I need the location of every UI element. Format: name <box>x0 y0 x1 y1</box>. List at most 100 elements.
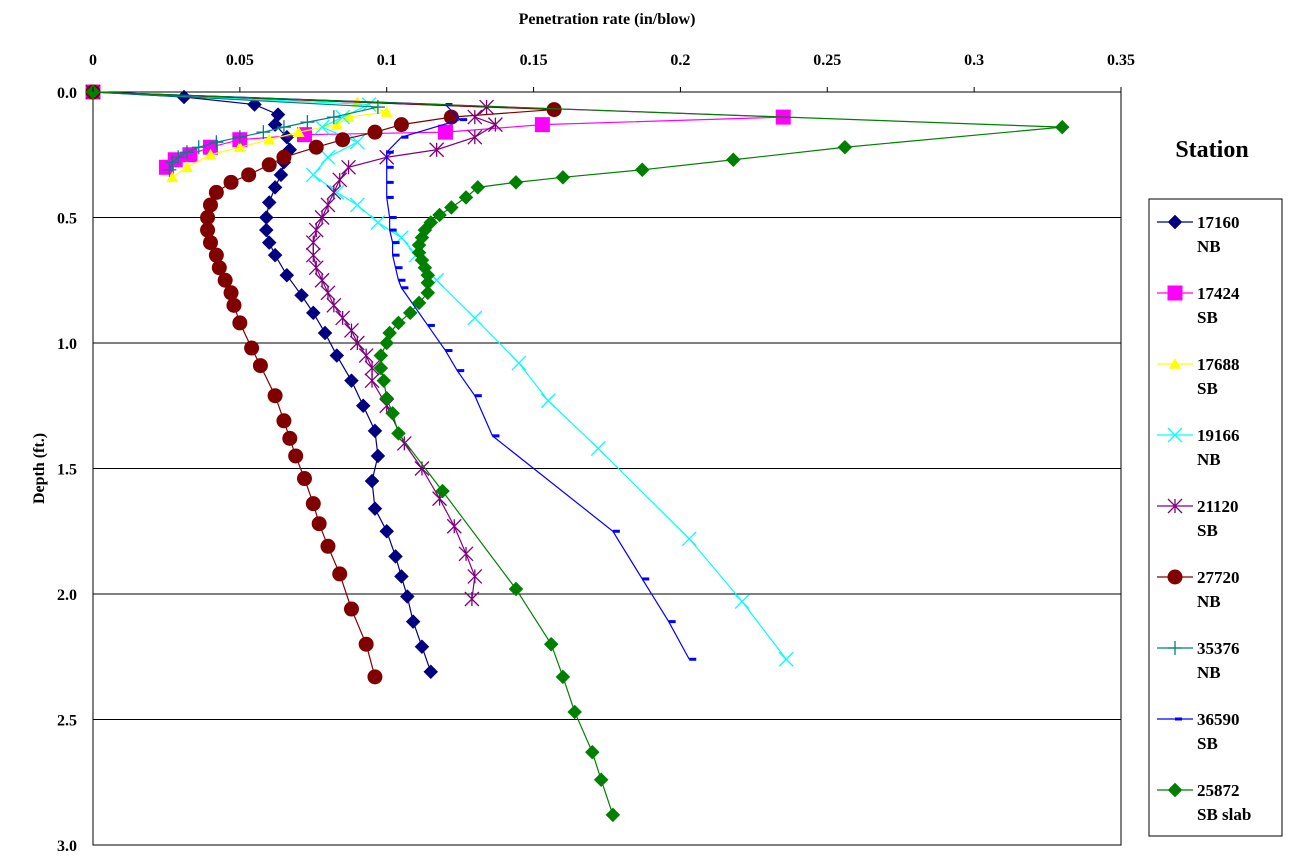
data-point <box>1054 119 1070 135</box>
series-line <box>92 91 497 600</box>
legend-label: SB slab <box>1197 805 1251 824</box>
data-point <box>370 215 386 230</box>
data-point <box>330 118 343 130</box>
data-point <box>326 184 342 200</box>
data-point <box>508 175 524 190</box>
x-tick-label: 0.1 <box>377 52 397 69</box>
data-point <box>373 348 389 363</box>
series-line <box>92 91 787 660</box>
legend-marker <box>1175 717 1182 721</box>
grid <box>93 91 1121 846</box>
data-point <box>223 285 239 301</box>
data-point <box>437 124 453 140</box>
data-point <box>386 180 394 184</box>
data-point <box>314 272 330 288</box>
data-point <box>681 531 697 547</box>
data-point <box>349 335 365 351</box>
data-point <box>405 614 421 629</box>
data-point <box>379 335 395 351</box>
data-point <box>429 142 445 158</box>
series-line <box>92 91 379 171</box>
data-point <box>467 129 483 145</box>
data-point <box>420 285 436 301</box>
data-point <box>320 149 336 165</box>
data-point <box>470 180 486 195</box>
data-point <box>349 197 365 213</box>
series-27720-nb <box>85 84 562 685</box>
data-point <box>386 150 394 154</box>
legend-label: 17160 <box>1197 213 1240 232</box>
data-point <box>508 581 524 597</box>
data-point <box>458 546 474 562</box>
data-point <box>267 388 283 404</box>
x-tick-label: 0.25 <box>813 52 841 69</box>
data-point <box>487 117 503 133</box>
data-point <box>511 355 527 371</box>
data-point <box>358 348 374 364</box>
legend-label: SB <box>1197 308 1218 327</box>
data-point <box>317 325 333 341</box>
legend-title: Station <box>1175 137 1248 163</box>
data-point <box>179 145 194 160</box>
data-point <box>200 222 216 238</box>
legend-marker <box>1167 427 1183 443</box>
legend-marker <box>1169 358 1181 369</box>
data-point <box>332 566 348 582</box>
y-tick-label: 0.5 <box>57 211 77 228</box>
data-point <box>200 210 216 225</box>
data-point <box>329 348 345 363</box>
series-line <box>92 91 555 677</box>
legend-item: 19166 NB <box>1157 426 1240 469</box>
data-point <box>332 172 348 188</box>
data-point <box>314 210 330 225</box>
data-point <box>379 390 395 406</box>
data-point <box>467 109 483 125</box>
data-point <box>191 140 206 155</box>
data-point <box>305 496 321 512</box>
y-axis-ticks: 0.0 0.5 1.0 1.5 2.0 2.5 3.0 <box>57 85 77 855</box>
data-point <box>335 109 351 125</box>
y-tick-label: 1.0 <box>57 336 77 353</box>
data-point <box>326 110 341 125</box>
data-point <box>267 117 283 132</box>
x-tick-label: 0.05 <box>226 52 254 69</box>
data-point <box>341 159 356 175</box>
data-point <box>394 569 409 584</box>
data-point <box>180 161 193 173</box>
data-point <box>204 148 217 160</box>
legend-label: SB <box>1197 379 1218 398</box>
data-point <box>593 772 609 788</box>
data-point <box>335 132 351 148</box>
x-tick-label: 0 <box>89 52 97 69</box>
data-point <box>590 440 606 456</box>
legend-label: NB <box>1197 450 1221 469</box>
data-point <box>267 247 283 263</box>
data-point <box>209 135 224 150</box>
series-line <box>92 91 690 660</box>
data-point <box>376 373 392 389</box>
legend-label: 21120 <box>1197 497 1239 516</box>
data-point <box>208 184 224 200</box>
data-point <box>223 174 239 190</box>
series-36590-sb <box>92 90 697 661</box>
data-point <box>261 235 277 250</box>
data-point <box>398 278 406 282</box>
legend-marker <box>1167 498 1183 514</box>
x-axis-ticks: 0 0.05 0.1 0.15 0.2 0.25 0.3 0.35 <box>89 52 1135 92</box>
data-point <box>241 167 257 183</box>
y-tick-label: 3.0 <box>57 838 77 855</box>
data-point <box>414 639 430 655</box>
data-point <box>258 210 274 225</box>
data-point <box>445 349 453 353</box>
data-point <box>555 669 571 685</box>
data-point <box>423 664 439 680</box>
data-point <box>546 102 562 118</box>
data-point <box>385 405 400 421</box>
data-point <box>182 147 198 163</box>
data-point <box>217 272 233 288</box>
legend-label: 17424 <box>1197 284 1240 303</box>
data-point <box>364 360 380 376</box>
data-point <box>389 216 397 219</box>
data-point <box>584 744 600 760</box>
data-point <box>202 139 218 155</box>
